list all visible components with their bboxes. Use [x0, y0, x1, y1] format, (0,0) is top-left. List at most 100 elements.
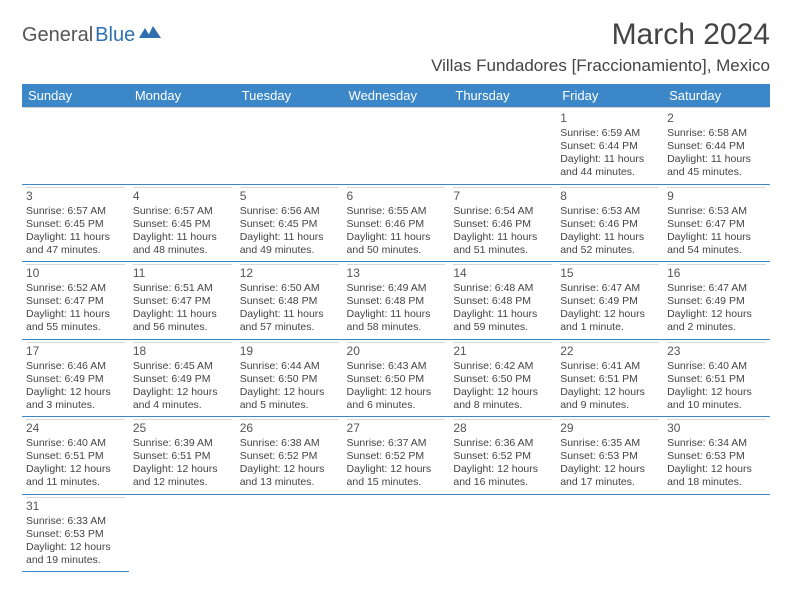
day-number: 14: [453, 264, 552, 281]
weekday-header: Saturday: [663, 84, 770, 108]
day-number: 17: [26, 342, 125, 359]
sunrise-line: Sunrise: 6:41 AM: [560, 360, 659, 373]
day-number: 29: [560, 419, 659, 436]
location-subtitle: Villas Fundadores [Fraccionamiento], Mex…: [431, 56, 770, 76]
daylight-line: Daylight: 11 hours: [240, 231, 339, 244]
calendar-week-row: 24Sunrise: 6:40 AMSunset: 6:51 PMDayligh…: [22, 417, 770, 495]
sunrise-line: Sunrise: 6:34 AM: [667, 437, 766, 450]
sunset-line: Sunset: 6:45 PM: [26, 218, 125, 231]
daylight-line: Daylight: 11 hours: [560, 231, 659, 244]
calendar-day-cell: 11Sunrise: 6:51 AMSunset: 6:47 PMDayligh…: [129, 262, 236, 340]
daylight-line: and 58 minutes.: [347, 321, 446, 334]
calendar-day-cell: 28Sunrise: 6:36 AMSunset: 6:52 PMDayligh…: [449, 417, 556, 495]
calendar-empty-cell: [129, 494, 236, 572]
daylight-line: Daylight: 12 hours: [240, 463, 339, 476]
daylight-line: and 3 minutes.: [26, 399, 125, 412]
day-number: 18: [133, 342, 232, 359]
calendar-day-cell: 13Sunrise: 6:49 AMSunset: 6:48 PMDayligh…: [343, 262, 450, 340]
day-number: 28: [453, 419, 552, 436]
day-number: 11: [133, 264, 232, 281]
sunset-line: Sunset: 6:46 PM: [560, 218, 659, 231]
sunset-line: Sunset: 6:53 PM: [26, 528, 125, 541]
calendar-day-cell: 6Sunrise: 6:55 AMSunset: 6:46 PMDaylight…: [343, 184, 450, 262]
calendar-empty-cell: [343, 494, 450, 572]
daylight-line: Daylight: 11 hours: [347, 308, 446, 321]
weekday-header: Sunday: [22, 84, 129, 108]
calendar-week-row: 1Sunrise: 6:59 AMSunset: 6:44 PMDaylight…: [22, 108, 770, 185]
sunset-line: Sunset: 6:47 PM: [667, 218, 766, 231]
daylight-line: and 51 minutes.: [453, 244, 552, 257]
daylight-line: and 4 minutes.: [133, 399, 232, 412]
calendar-empty-cell: [663, 494, 770, 572]
daylight-line: and 56 minutes.: [133, 321, 232, 334]
daylight-line: Daylight: 11 hours: [26, 231, 125, 244]
calendar-table: SundayMondayTuesdayWednesdayThursdayFrid…: [22, 84, 770, 572]
day-number: 23: [667, 342, 766, 359]
calendar-day-cell: 3Sunrise: 6:57 AMSunset: 6:45 PMDaylight…: [22, 184, 129, 262]
calendar-day-cell: 27Sunrise: 6:37 AMSunset: 6:52 PMDayligh…: [343, 417, 450, 495]
daylight-line: Daylight: 12 hours: [453, 463, 552, 476]
sunset-line: Sunset: 6:52 PM: [453, 450, 552, 463]
sunset-line: Sunset: 6:51 PM: [560, 373, 659, 386]
weekday-header: Monday: [129, 84, 236, 108]
sunrise-line: Sunrise: 6:48 AM: [453, 282, 552, 295]
calendar-day-cell: 5Sunrise: 6:56 AMSunset: 6:45 PMDaylight…: [236, 184, 343, 262]
sunrise-line: Sunrise: 6:44 AM: [240, 360, 339, 373]
calendar-week-row: 10Sunrise: 6:52 AMSunset: 6:47 PMDayligh…: [22, 262, 770, 340]
sunrise-line: Sunrise: 6:42 AM: [453, 360, 552, 373]
calendar-empty-cell: [129, 108, 236, 185]
day-number: 8: [560, 187, 659, 204]
sunrise-line: Sunrise: 6:56 AM: [240, 205, 339, 218]
day-number: 12: [240, 264, 339, 281]
daylight-line: and 44 minutes.: [560, 166, 659, 179]
calendar-day-cell: 25Sunrise: 6:39 AMSunset: 6:51 PMDayligh…: [129, 417, 236, 495]
sunrise-line: Sunrise: 6:53 AM: [560, 205, 659, 218]
sunrise-line: Sunrise: 6:58 AM: [667, 127, 766, 140]
daylight-line: and 18 minutes.: [667, 476, 766, 489]
calendar-day-cell: 31Sunrise: 6:33 AMSunset: 6:53 PMDayligh…: [22, 494, 129, 572]
day-number: 31: [26, 497, 125, 514]
sunset-line: Sunset: 6:50 PM: [347, 373, 446, 386]
daylight-line: and 11 minutes.: [26, 476, 125, 489]
daylight-line: and 19 minutes.: [26, 554, 125, 567]
sunset-line: Sunset: 6:44 PM: [667, 140, 766, 153]
calendar-day-cell: 14Sunrise: 6:48 AMSunset: 6:48 PMDayligh…: [449, 262, 556, 340]
calendar-day-cell: 10Sunrise: 6:52 AMSunset: 6:47 PMDayligh…: [22, 262, 129, 340]
daylight-line: and 15 minutes.: [347, 476, 446, 489]
calendar-day-cell: 2Sunrise: 6:58 AMSunset: 6:44 PMDaylight…: [663, 108, 770, 185]
calendar-day-cell: 1Sunrise: 6:59 AMSunset: 6:44 PMDaylight…: [556, 108, 663, 185]
sunset-line: Sunset: 6:51 PM: [26, 450, 125, 463]
sunset-line: Sunset: 6:53 PM: [667, 450, 766, 463]
day-number: 10: [26, 264, 125, 281]
month-title: March 2024: [431, 18, 770, 52]
daylight-line: and 12 minutes.: [133, 476, 232, 489]
calendar-header-row: SundayMondayTuesdayWednesdayThursdayFrid…: [22, 84, 770, 108]
calendar-day-cell: 20Sunrise: 6:43 AMSunset: 6:50 PMDayligh…: [343, 339, 450, 417]
sunrise-line: Sunrise: 6:46 AM: [26, 360, 125, 373]
daylight-line: Daylight: 11 hours: [453, 308, 552, 321]
sunrise-line: Sunrise: 6:55 AM: [347, 205, 446, 218]
daylight-line: Daylight: 11 hours: [133, 308, 232, 321]
calendar-day-cell: 7Sunrise: 6:54 AMSunset: 6:46 PMDaylight…: [449, 184, 556, 262]
calendar-week-row: 31Sunrise: 6:33 AMSunset: 6:53 PMDayligh…: [22, 494, 770, 572]
sunset-line: Sunset: 6:48 PM: [453, 295, 552, 308]
flag-icon: [139, 26, 161, 45]
day-number: 19: [240, 342, 339, 359]
sunset-line: Sunset: 6:47 PM: [133, 295, 232, 308]
daylight-line: and 47 minutes.: [26, 244, 125, 257]
daylight-line: and 6 minutes.: [347, 399, 446, 412]
calendar-day-cell: 21Sunrise: 6:42 AMSunset: 6:50 PMDayligh…: [449, 339, 556, 417]
calendar-empty-cell: [343, 108, 450, 185]
calendar-body: 1Sunrise: 6:59 AMSunset: 6:44 PMDaylight…: [22, 108, 770, 572]
calendar-empty-cell: [236, 108, 343, 185]
daylight-line: Daylight: 12 hours: [560, 308, 659, 321]
daylight-line: and 13 minutes.: [240, 476, 339, 489]
sunset-line: Sunset: 6:49 PM: [667, 295, 766, 308]
day-number: 13: [347, 264, 446, 281]
daylight-line: and 45 minutes.: [667, 166, 766, 179]
daylight-line: Daylight: 12 hours: [240, 386, 339, 399]
day-number: 16: [667, 264, 766, 281]
calendar-day-cell: 4Sunrise: 6:57 AMSunset: 6:45 PMDaylight…: [129, 184, 236, 262]
daylight-line: Daylight: 12 hours: [26, 386, 125, 399]
sunrise-line: Sunrise: 6:50 AM: [240, 282, 339, 295]
